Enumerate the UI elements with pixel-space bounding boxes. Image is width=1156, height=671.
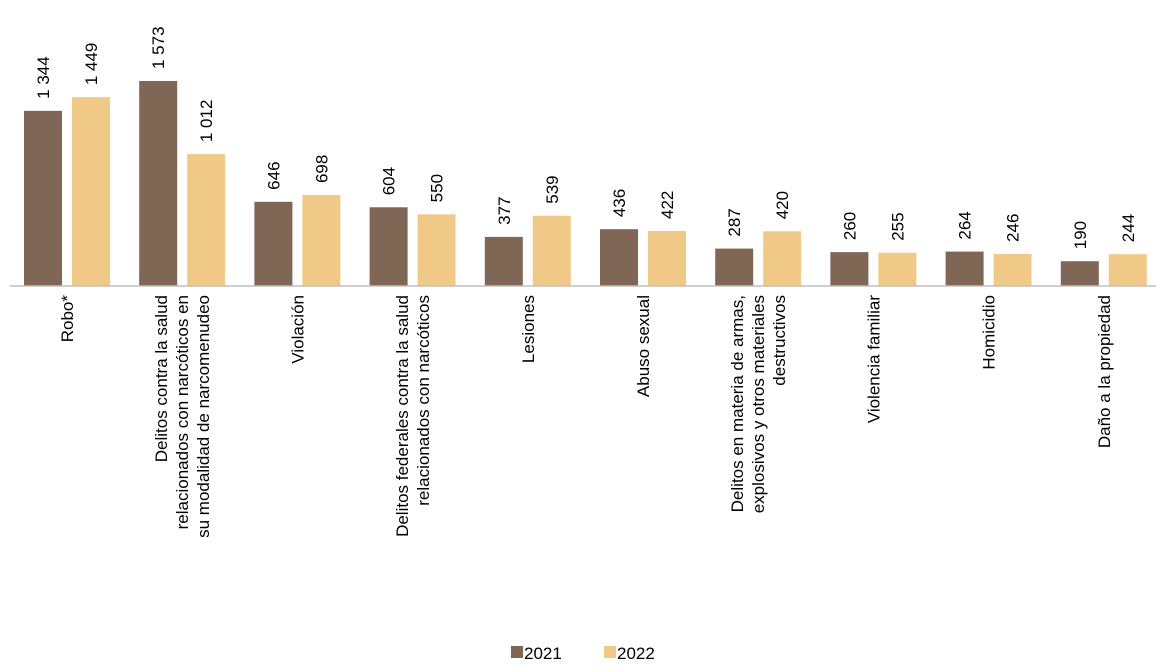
bar-2021-7 xyxy=(830,252,869,286)
category-label-6-line-1: explosivos y otros materiales xyxy=(749,295,768,513)
bars-layer xyxy=(24,81,1147,287)
legend-label-2021: 2021 xyxy=(524,644,562,663)
bar-2021-1 xyxy=(139,81,178,286)
bar-2021-6 xyxy=(715,248,754,286)
bar-2021-5 xyxy=(600,229,638,286)
value-label-2022-0: 1 449 xyxy=(82,43,101,86)
bar-2022-4 xyxy=(532,215,571,286)
category-label-4-line-0: Lesiones xyxy=(519,295,538,363)
value-label-2021-2: 646 xyxy=(264,161,283,189)
value-label-2022-6: 420 xyxy=(773,191,792,219)
value-label-2022-7: 255 xyxy=(888,212,907,240)
value-label-2022-8: 246 xyxy=(1004,214,1023,242)
bar-2021-2 xyxy=(254,201,293,286)
bar-2021-9 xyxy=(1060,261,1099,286)
category-label-1-line-2: su modalidad de narcomenudeo xyxy=(194,295,213,538)
bar-2022-5 xyxy=(648,231,686,286)
category-label-3-line-1: relacionados con narcóticos xyxy=(414,295,433,506)
value-label-2021-6: 287 xyxy=(725,208,744,236)
bar-2022-8 xyxy=(993,253,1032,286)
category-label-2-line-0: Violación xyxy=(288,295,307,364)
category-label-6-line-0: Delitos en materia de armas, xyxy=(728,295,747,512)
value-labels-layer: 1 344 1 449 1 573 1 012 646 698 604 550 377 539 43… xyxy=(34,26,1138,249)
value-label-2021-5: 436 xyxy=(610,189,629,217)
value-label-2022-5: 422 xyxy=(658,191,677,219)
bar-2022-9 xyxy=(1108,254,1147,286)
legend-swatch-2022 xyxy=(604,646,616,658)
category-label-0-line-0: Robo* xyxy=(58,295,77,343)
bar-2022-6 xyxy=(763,231,802,286)
value-label-2021-9: 190 xyxy=(1071,221,1090,249)
bar-2022-7 xyxy=(878,252,917,286)
bar-2022-3 xyxy=(417,214,456,286)
bar-2022-1 xyxy=(187,154,226,286)
value-label-2021-3: 604 xyxy=(380,167,399,195)
value-label-2021-8: 264 xyxy=(956,211,975,239)
category-label-5-line-0: Abuso sexual xyxy=(634,295,653,397)
bar-2021-3 xyxy=(369,207,408,286)
bar-2022-2 xyxy=(302,195,341,286)
value-label-2022-3: 550 xyxy=(428,174,447,202)
category-label-3-line-0: Delitos federales contra la salud xyxy=(393,295,412,537)
value-label-2022-1: 1 012 xyxy=(197,100,216,143)
category-label-6-line-2: destructivos xyxy=(770,295,789,386)
category-label-1-line-0: Delitos contra la salud xyxy=(152,295,171,462)
bar-2021-4 xyxy=(484,236,523,286)
legend-label-2022: 2022 xyxy=(617,644,655,663)
bar-2022-0 xyxy=(72,97,110,286)
value-label-2021-1: 1 573 xyxy=(149,26,168,69)
value-label-2022-9: 244 xyxy=(1119,214,1138,242)
value-label-2021-7: 260 xyxy=(840,212,859,240)
bar-2021-8 xyxy=(945,251,984,286)
category-labels-layer: Robo* Delitos contra la salud relacionados… xyxy=(58,295,1114,538)
category-label-1-line-1: relacionados con narcóticos en xyxy=(173,295,192,529)
value-label-2022-2: 698 xyxy=(312,155,331,183)
category-label-8-line-0: Homicidio xyxy=(980,295,999,370)
legend: 2021 2022 xyxy=(511,644,655,663)
category-label-7-line-0: Violencia familiar xyxy=(864,295,883,424)
value-label-2021-4: 377 xyxy=(495,196,514,224)
value-label-2021-0: 1 344 xyxy=(34,56,53,99)
category-label-9-line-0: Daño a la propiedad xyxy=(1095,295,1114,448)
legend-swatch-2021 xyxy=(511,646,523,658)
bar-2021-0 xyxy=(24,110,62,287)
value-label-2022-4: 539 xyxy=(543,175,562,203)
